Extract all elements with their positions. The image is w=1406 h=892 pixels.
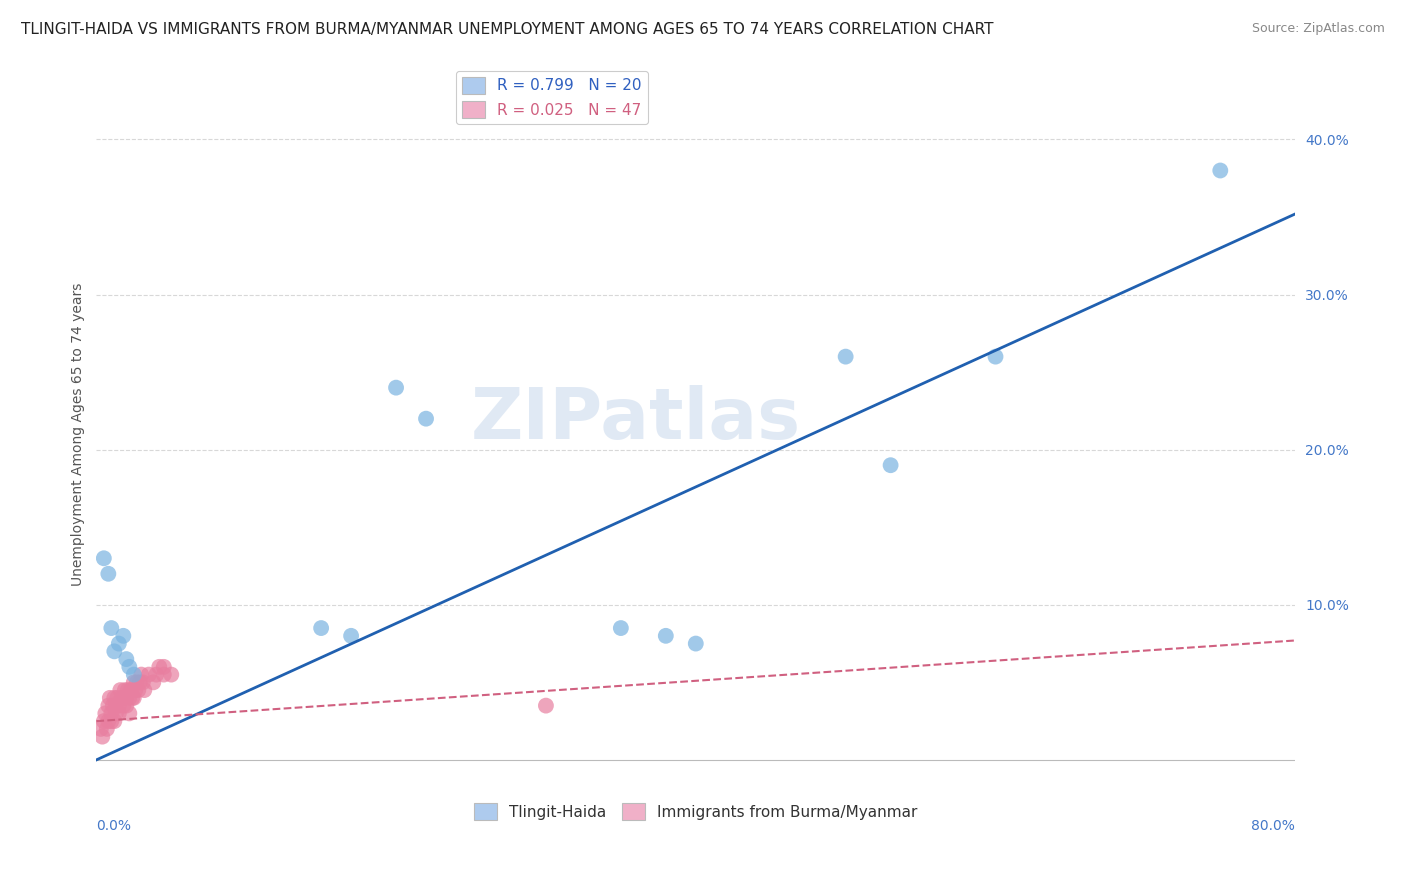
- Point: [131, 667, 153, 681]
- Point: [122, 667, 145, 681]
- Text: TLINGIT-HAIDA VS IMMIGRANTS FROM BURMA/MYANMAR UNEMPLOYMENT AMONG AGES 65 TO 74 : TLINGIT-HAIDA VS IMMIGRANTS FROM BURMA/M…: [21, 22, 994, 37]
- Point: [100, 714, 122, 728]
- Point: [984, 350, 1007, 364]
- Point: [114, 683, 136, 698]
- Point: [118, 660, 141, 674]
- Point: [115, 698, 138, 713]
- Point: [385, 381, 408, 395]
- Point: [132, 675, 155, 690]
- Point: [610, 621, 633, 635]
- Point: [108, 706, 131, 721]
- Point: [1209, 163, 1232, 178]
- Point: [111, 690, 134, 705]
- Point: [534, 698, 557, 713]
- Point: [104, 706, 127, 721]
- Point: [685, 636, 707, 650]
- Point: [121, 690, 143, 705]
- Point: [145, 667, 167, 681]
- Point: [118, 706, 141, 721]
- Point: [112, 629, 135, 643]
- Point: [93, 551, 115, 566]
- Point: [97, 698, 120, 713]
- Point: [138, 667, 160, 681]
- Point: [97, 566, 120, 581]
- Point: [415, 411, 437, 425]
- Point: [97, 714, 120, 728]
- Point: [128, 675, 150, 690]
- Point: [834, 350, 856, 364]
- Point: [108, 698, 131, 713]
- Point: [101, 698, 124, 713]
- Point: [105, 690, 128, 705]
- Point: [124, 683, 146, 698]
- Point: [152, 667, 174, 681]
- Point: [96, 722, 118, 736]
- Point: [120, 683, 142, 698]
- Legend: Tlingit-Haida, Immigrants from Burma/Myanmar: Tlingit-Haida, Immigrants from Burma/Mya…: [468, 797, 924, 826]
- Point: [122, 675, 145, 690]
- Point: [100, 621, 122, 635]
- Point: [98, 690, 121, 705]
- Point: [108, 636, 131, 650]
- Point: [103, 690, 125, 705]
- Text: 80.0%: 80.0%: [1251, 820, 1295, 833]
- Y-axis label: Unemployment Among Ages 65 to 74 years: Unemployment Among Ages 65 to 74 years: [72, 283, 86, 586]
- Point: [110, 683, 132, 698]
- Point: [655, 629, 678, 643]
- Point: [112, 698, 135, 713]
- Point: [879, 458, 901, 473]
- Text: ZIPatlas: ZIPatlas: [471, 385, 801, 454]
- Point: [93, 714, 115, 728]
- Point: [160, 667, 183, 681]
- Point: [90, 722, 112, 736]
- Point: [91, 730, 114, 744]
- Point: [148, 660, 170, 674]
- Point: [142, 675, 165, 690]
- Point: [127, 683, 149, 698]
- Point: [100, 706, 122, 721]
- Point: [152, 660, 174, 674]
- Point: [112, 690, 135, 705]
- Text: 0.0%: 0.0%: [97, 820, 131, 833]
- Point: [103, 644, 125, 658]
- Point: [115, 690, 138, 705]
- Text: Source: ZipAtlas.com: Source: ZipAtlas.com: [1251, 22, 1385, 36]
- Point: [117, 683, 139, 698]
- Point: [125, 675, 148, 690]
- Point: [309, 621, 332, 635]
- Point: [118, 690, 141, 705]
- Point: [134, 683, 156, 698]
- Point: [340, 629, 363, 643]
- Point: [103, 714, 125, 728]
- Point: [115, 652, 138, 666]
- Point: [104, 698, 127, 713]
- Point: [122, 690, 145, 705]
- Point: [94, 706, 117, 721]
